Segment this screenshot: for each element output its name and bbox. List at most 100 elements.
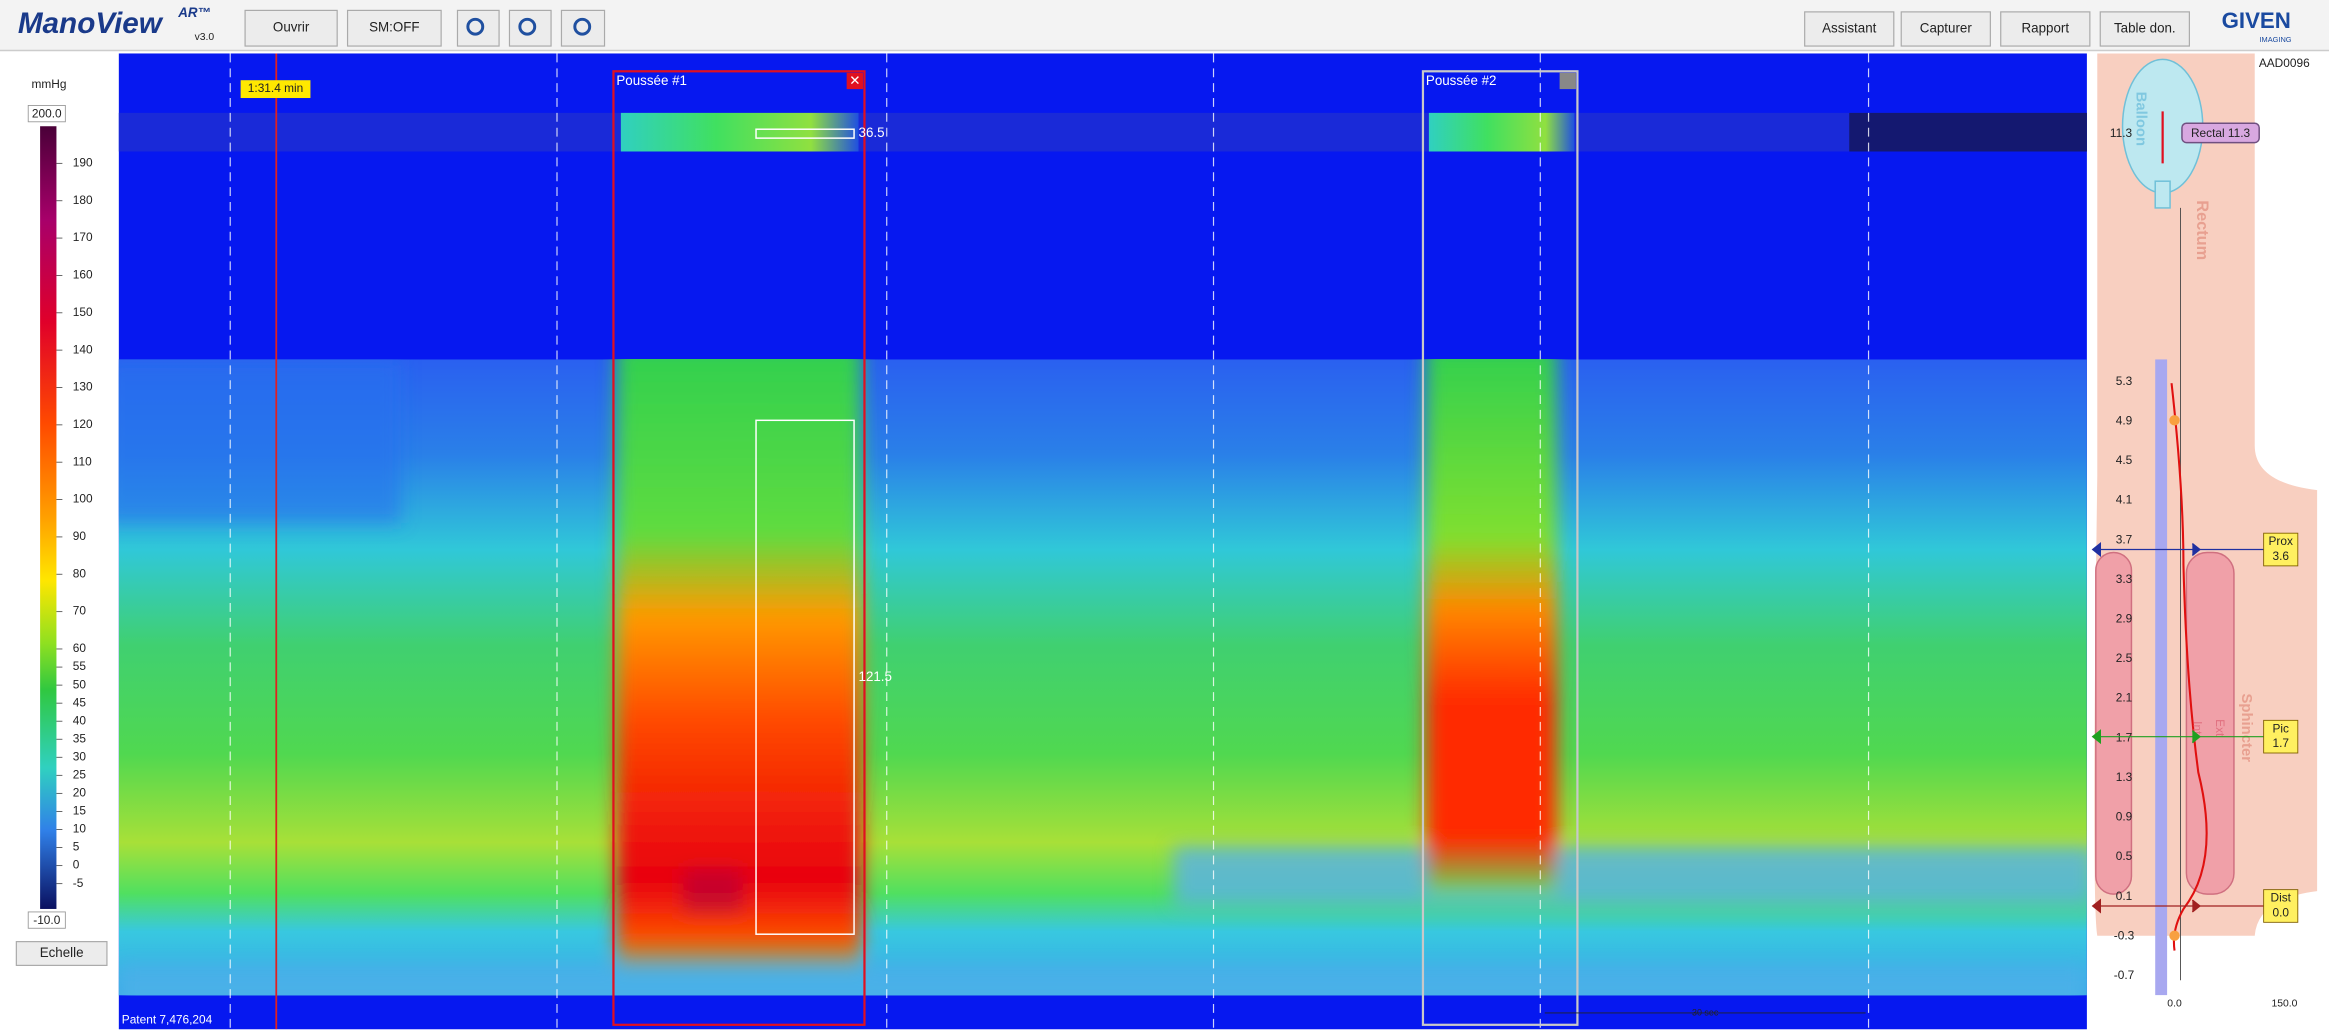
- position-label: 3.3: [2116, 572, 2133, 586]
- position-label: 0.5: [2116, 849, 2133, 863]
- color-bar: [40, 126, 56, 909]
- marker-value: 0.0: [2272, 906, 2289, 920]
- scale-min: -10.0: [33, 913, 60, 927]
- echelle-label[interactable]: Echelle: [40, 945, 84, 960]
- toolbar-button[interactable]: Rapport: [2001, 12, 2090, 46]
- scale-max: 200.0: [32, 107, 62, 121]
- scale-tick-label: 15: [73, 804, 87, 818]
- region-icon[interactable]: [1560, 73, 1576, 89]
- brand-sub: IMAGING: [2259, 35, 2291, 44]
- position-label: 2.5: [2116, 651, 2133, 665]
- x-axis-max: 150.0: [2271, 999, 2297, 1010]
- scale-tick-label: 170: [73, 230, 93, 244]
- scale-tick-label: 0: [73, 858, 80, 872]
- balloon-strip: [119, 113, 2087, 152]
- scale-unit: mmHg: [32, 77, 67, 91]
- scale-tick-label: 110: [73, 454, 92, 468]
- button-label[interactable]: Assistant: [1822, 20, 1876, 35]
- scale-tick-label: 160: [73, 268, 93, 282]
- version: v3.0: [195, 32, 215, 43]
- marker-value: 1.7: [2272, 736, 2289, 750]
- measure-value: 36.5: [859, 125, 885, 140]
- strip-segment: [1429, 113, 1575, 152]
- scale-tick-label: 5: [73, 840, 80, 854]
- body: ManoView AR™ v3.0 Ouvrir SM:OFF Assistant C…: [0, 0, 2329, 1030]
- position-label: 2.1: [2116, 691, 2133, 705]
- position-label: 3.7: [2116, 532, 2133, 546]
- region-label: Poussée #2: [1426, 73, 1497, 88]
- toolbar-button[interactable]: SM:OFF: [348, 10, 442, 46]
- rectal-tag: Rectal 11.3: [2191, 126, 2251, 140]
- position-label: -0.3: [2114, 928, 2135, 942]
- marker-name: Prox: [2269, 534, 2293, 548]
- echelle-button[interactable]: Echelle: [16, 942, 107, 966]
- scale-tick-label: 10: [73, 822, 87, 836]
- scale-tick-label: 180: [73, 193, 93, 207]
- rectal-value: 11.3: [2110, 126, 2133, 140]
- screen: ManoView AR™ v3.0 Ouvrir SM:OFF Assistant C…: [0, 0, 2329, 1030]
- strip-segment: [1849, 113, 2087, 152]
- scale-tick-label: 140: [73, 342, 93, 356]
- scale-tick-label: 25: [73, 768, 87, 782]
- position-label: 1.3: [2116, 770, 2133, 784]
- sphincter-left: [2096, 553, 2132, 895]
- patent: Patent 7,476,204: [122, 1012, 213, 1026]
- region-label: Poussée #1: [616, 73, 687, 88]
- patient-id: AAD0096: [2259, 56, 2310, 70]
- scale-tick-label: 100: [73, 492, 93, 506]
- toolbar-button[interactable]: Assistant: [1805, 12, 1894, 46]
- logo: ManoView: [18, 7, 164, 40]
- ext-label: Ext: [2213, 719, 2227, 737]
- button-label[interactable]: Capturer: [1920, 20, 1973, 35]
- button-label[interactable]: Rapport: [2022, 20, 2070, 35]
- button-label[interactable]: Ouvrir: [273, 20, 310, 35]
- rectum-label: Rectum: [2193, 200, 2211, 260]
- scale-tick-label: 20: [73, 786, 87, 800]
- button-label[interactable]: Table don.: [2114, 20, 2176, 35]
- position-label: 0.9: [2116, 810, 2133, 824]
- catheter: [2155, 359, 2167, 995]
- profile-point: [2169, 415, 2179, 425]
- measure-value: 121.5: [859, 669, 892, 684]
- scale-tick-label: 120: [73, 417, 93, 431]
- scale-ticks: 1901801701601501401301201101009080706055…: [56, 156, 93, 890]
- balloon-neck: [2155, 181, 2170, 208]
- scale-tick-label: 35: [73, 731, 87, 745]
- sphincter-label: Sphincter: [2238, 694, 2254, 763]
- scale-tick-label: 45: [73, 695, 87, 709]
- position-label: 5.3: [2116, 374, 2133, 388]
- scale-tick-label: 80: [73, 566, 87, 580]
- scale-tick-label: 55: [73, 659, 87, 673]
- marker-name: Dist: [2270, 891, 2291, 905]
- page: ManoView AR {"toolbar":{"logo":"ManoView…: [0, 0, 2329, 1030]
- profile-point: [2169, 930, 2179, 940]
- position-label: 4.9: [2116, 413, 2133, 427]
- scale-tick-label: 130: [73, 380, 93, 394]
- logo-sup: AR™: [177, 5, 211, 20]
- toolbar-button[interactable]: Capturer: [1901, 12, 1990, 46]
- x-axis-min: 0.0: [2167, 999, 2182, 1010]
- brand: GIVEN: [2222, 8, 2291, 33]
- zoom-buttons[interactable]: [457, 10, 604, 46]
- heatmap: [104, 345, 2094, 1010]
- scale-tick-label: 40: [73, 713, 87, 727]
- button-label[interactable]: SM:OFF: [369, 20, 419, 35]
- time-marker: 1:31.4 min: [248, 81, 303, 95]
- scale-tick-label: 70: [73, 604, 87, 618]
- scale-tick-label: 50: [73, 677, 87, 691]
- scale-tick-label: 60: [73, 641, 87, 655]
- position-label: -0.7: [2114, 968, 2134, 982]
- toolbar-button[interactable]: Ouvrir: [245, 10, 337, 46]
- strip-segment: [621, 113, 859, 152]
- scale-tick-label: 190: [73, 156, 93, 170]
- time-scale: 30 sec: [1692, 1007, 1719, 1017]
- position-label: 2.9: [2116, 612, 2133, 626]
- position-label: 0.1: [2116, 889, 2133, 903]
- toolbar-button[interactable]: Table don.: [2100, 12, 2189, 46]
- scale-tick-label: 90: [73, 529, 87, 543]
- close-icon[interactable]: ✕: [849, 73, 860, 88]
- scale-tick-label: 150: [73, 305, 93, 319]
- marker-value: 3.6: [2272, 549, 2289, 563]
- marker-name: Pic: [2272, 721, 2289, 735]
- position-label: 4.5: [2116, 453, 2133, 467]
